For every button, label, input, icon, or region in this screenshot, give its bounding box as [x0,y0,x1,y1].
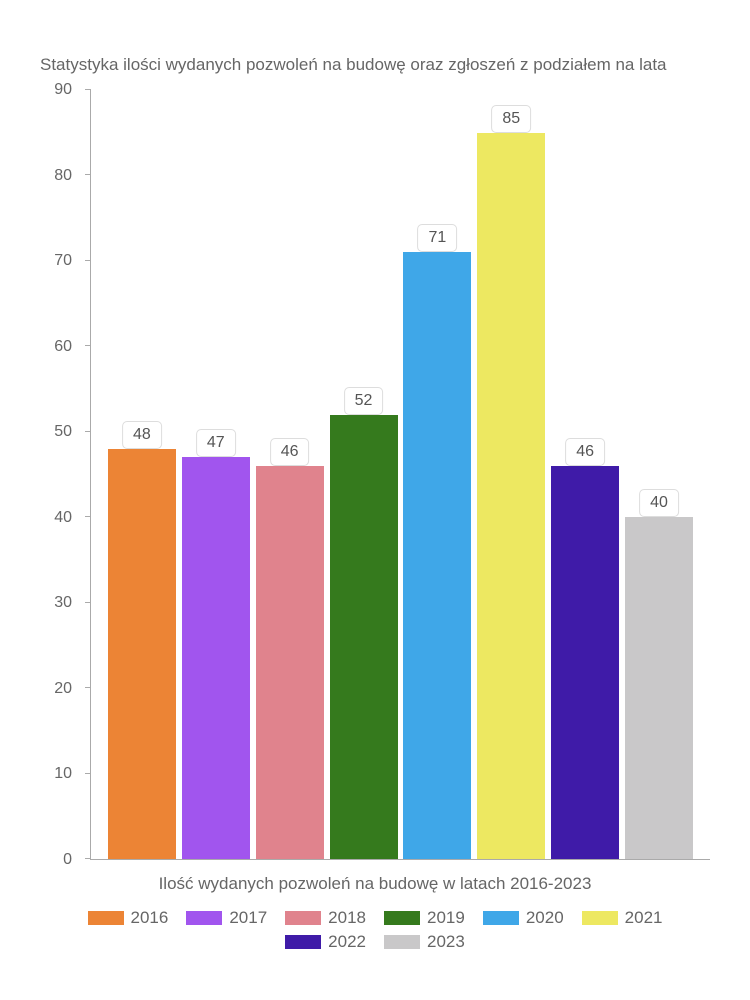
bar-wrap: 48 [105,90,179,859]
legend-item: 2017 [186,908,267,928]
legend-item: 2016 [88,908,169,928]
legend-label: 2023 [427,932,465,952]
y-tick-mark [85,602,91,603]
bar-wrap: 85 [474,90,548,859]
legend-label: 2021 [625,908,663,928]
bar: 46 [551,466,619,859]
plot-area: 4847465271854640 [90,90,710,860]
bar-wrap: 47 [179,90,253,859]
legend-swatch [285,935,321,949]
chart-title: Statystyka ilości wydanych pozwoleń na b… [40,55,710,75]
legend-label: 2020 [526,908,564,928]
legend-label: 2018 [328,908,366,928]
bar-value-label: 85 [491,105,531,133]
bar-value-label: 71 [418,224,458,252]
y-tick-mark [85,260,91,261]
bar: 47 [182,457,250,859]
legend-item: 2020 [483,908,564,928]
bar-value-label: 40 [639,489,679,517]
bar-value-label: 46 [270,438,310,466]
y-tick-label: 90 [42,81,72,99]
legend-swatch [285,911,321,925]
y-tick-label: 50 [42,423,72,441]
y-tick-label: 0 [42,851,72,869]
y-tick-label: 20 [42,680,72,698]
bar: 40 [625,517,693,859]
legend-swatch [88,911,124,925]
legend-swatch [483,911,519,925]
legend-label: 2022 [328,932,366,952]
legend-label: 2019 [427,908,465,928]
legend-label: 2016 [131,908,169,928]
bar-value-label: 47 [196,429,236,457]
bar-value-label: 46 [565,438,605,466]
legend-item: 2022 [285,932,366,952]
y-tick-mark [85,174,91,175]
y-tick-mark [85,431,91,432]
y-tick-mark [85,773,91,774]
bar: 85 [477,133,545,859]
bar-wrap: 46 [253,90,327,859]
y-tick-label: 80 [42,167,72,185]
legend-swatch [384,935,420,949]
bar: 52 [330,415,398,859]
chart-container: Statystyka ilości wydanych pozwoleń na b… [0,0,750,1000]
legend-label: 2017 [229,908,267,928]
y-tick-label: 10 [42,765,72,783]
bars-group: 4847465271854640 [91,90,710,859]
legend-item: 2023 [384,932,465,952]
legend-swatch [582,911,618,925]
legend-item: 2021 [582,908,663,928]
legend-swatch [384,911,420,925]
bar: 71 [403,252,471,859]
legend: 2016 2017 2018 2019 2020 2021 2022 2023 [40,908,710,952]
y-tick-mark [85,858,91,859]
y-axis: 0102030405060708090 [40,90,90,860]
legend-item: 2019 [384,908,465,928]
bar-wrap: 71 [401,90,475,859]
y-tick-label: 40 [42,509,72,527]
x-axis-label: Ilość wydanych pozwoleń na budowę w lata… [40,874,710,894]
y-tick-mark [85,89,91,90]
bar: 46 [256,466,324,859]
y-tick-mark [85,345,91,346]
bar: 48 [108,449,176,859]
y-tick-label: 70 [42,252,72,270]
y-tick-label: 60 [42,338,72,356]
legend-swatch [186,911,222,925]
y-tick-mark [85,516,91,517]
chart-body: 0102030405060708090 4847465271854640 [40,90,710,860]
legend-item: 2018 [285,908,366,928]
bar-wrap: 52 [327,90,401,859]
bar-wrap: 40 [622,90,696,859]
bar-value-label: 52 [344,387,384,415]
y-tick-mark [85,687,91,688]
bar-wrap: 46 [548,90,622,859]
y-tick-label: 30 [42,594,72,612]
bar-value-label: 48 [122,421,162,449]
